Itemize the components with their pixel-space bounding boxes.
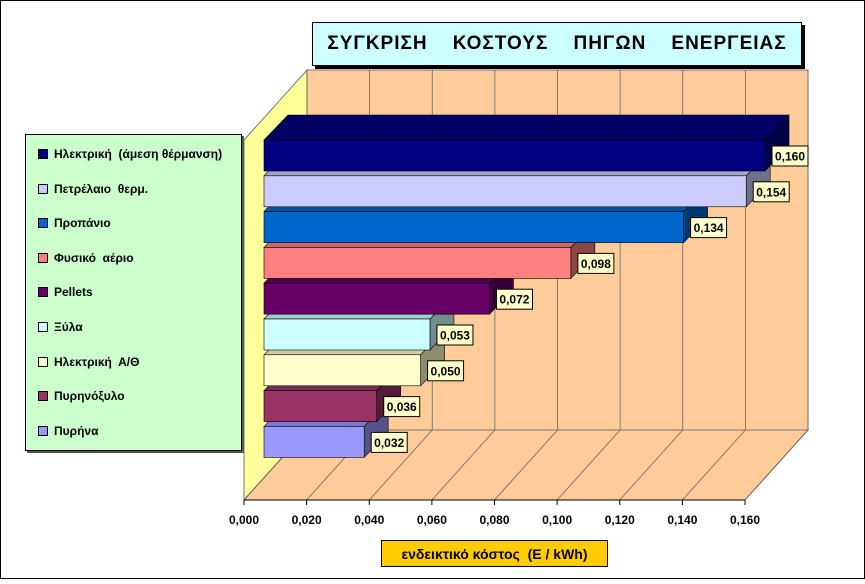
legend-swatch [38, 391, 48, 402]
data-label: 0,160 [775, 150, 805, 164]
legend-item: Πυρηνόξυλο [38, 386, 125, 406]
data-label: 0,032 [374, 436, 404, 450]
legend-item: Πετρέλαιο θερμ. [38, 179, 148, 199]
x-tick-label: 0,080 [479, 513, 509, 527]
legend-swatch [38, 322, 48, 332]
bar [263, 211, 684, 243]
legend-label: Πυρήνα [54, 423, 99, 438]
data-label: 0,050 [431, 364, 461, 378]
data-label-box [370, 431, 408, 453]
floor-gridline [619, 429, 684, 501]
bar [263, 354, 421, 387]
floor-gridline [368, 429, 433, 501]
legend-swatch [38, 149, 48, 159]
legend-label: Φυσικό αέριο [54, 250, 134, 265]
chart-title: ΣΥΓΚΡΙΣΗ ΚΟΣΤΟΥΣ ΠΗΓΩΝ ΕΝΕΡΓΕΙΑΣ [312, 22, 802, 66]
floor-gridline [494, 429, 558, 501]
data-label: 0,053 [440, 329, 470, 343]
legend-label: Ξύλα [54, 320, 83, 334]
legend-label: Ηλεκτρική (άμεση θέρμανση) [54, 147, 223, 161]
legend-item: Ξύλα [38, 317, 83, 337]
floor-gridline [682, 429, 746, 501]
data-label-box [577, 252, 615, 274]
data-label: 0,154 [756, 185, 786, 199]
bar-top [263, 114, 790, 141]
data-label: 0,036 [387, 400, 417, 414]
bar [263, 426, 365, 458]
data-label-box [383, 396, 421, 418]
x-tick-label: 0,040 [354, 513, 384, 527]
legend-swatch [38, 218, 48, 229]
x-tick-label: 0,020 [292, 513, 322, 527]
data-label-box [690, 217, 728, 239]
legend-label: Pellets [54, 285, 93, 300]
data-label-box [427, 360, 465, 382]
x-tick-label: 0,140 [667, 513, 697, 527]
data-label: 0,134 [694, 221, 724, 235]
bar [263, 175, 747, 208]
data-label-box [771, 145, 809, 167]
legend-swatch [38, 252, 48, 263]
floor-gridline [744, 429, 809, 501]
legend-swatch [38, 287, 48, 298]
data-label-box [752, 181, 790, 203]
floor-gridline [431, 429, 496, 501]
legend-swatch [38, 356, 48, 367]
bar [263, 390, 378, 422]
legend-item: Προπάνιο [38, 213, 111, 233]
bar [263, 247, 572, 279]
x-tick-label: 0,120 [605, 513, 635, 527]
x-tick-label: 0,160 [730, 513, 760, 527]
legend-label: Ηλεκτρική Α/Θ [54, 354, 140, 369]
legend-item: Φυσικό αέριο [38, 248, 134, 268]
legend-item: Ηλεκτρική (άμεση θέρμανση) [38, 144, 222, 164]
legend-label: Προπάνιο [54, 216, 111, 231]
bar [263, 282, 490, 315]
data-label-box [495, 288, 533, 310]
x-axis-label: ενδεικτικό κόστος (E / kWh) [381, 540, 608, 567]
legend-label: Πετρέλαιο θερμ. [54, 181, 149, 196]
legend-item: Pellets [38, 282, 93, 302]
legend-item: Πυρήνα [38, 421, 98, 441]
x-tick-label: 0,060 [417, 513, 447, 527]
data-label-box [436, 324, 474, 346]
floor-gridline [556, 429, 621, 501]
x-tick-label: 0,100 [542, 513, 572, 527]
data-label: 0,072 [499, 293, 529, 307]
legend-item: Ηλεκτρική Α/Θ [38, 352, 139, 372]
legend-label: Πυρηνόξυλο [54, 389, 125, 404]
x-tick-label: 0,000 [229, 513, 259, 527]
legend-swatch [38, 183, 48, 194]
data-label: 0,098 [581, 257, 611, 271]
bar [263, 318, 431, 351]
legend: Ηλεκτρική (άμεση θέρμανση) Πετρέλαιο θερμ… [25, 134, 242, 451]
bar [263, 139, 766, 172]
legend-swatch [38, 425, 48, 436]
